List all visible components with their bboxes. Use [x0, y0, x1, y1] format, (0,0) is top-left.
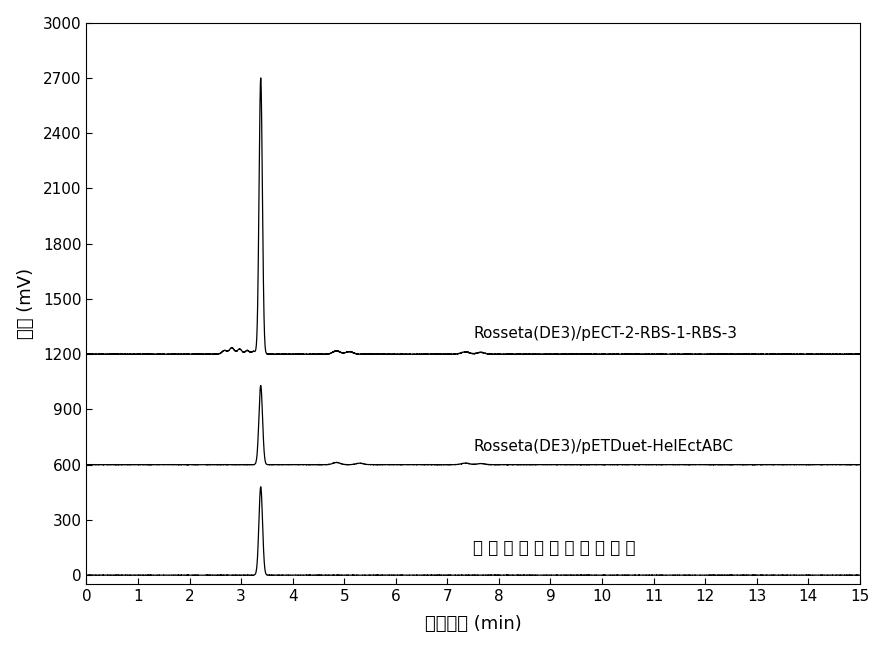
- Text: 四 氢 甲 基 噸 啪 缧 酸 标 准 品: 四 氢 甲 基 噸 啪 缧 酸 标 准 品: [473, 539, 635, 556]
- Text: Rosseta(DE3)/pETDuet-HelEctABC: Rosseta(DE3)/pETDuet-HelEctABC: [473, 439, 733, 454]
- Y-axis label: 强度 (mV): 强度 (mV): [17, 268, 35, 339]
- X-axis label: 保留时间 (min): 保留时间 (min): [424, 616, 522, 633]
- Text: Rosseta(DE3)/pECT-2-RBS-1-RBS-3: Rosseta(DE3)/pECT-2-RBS-1-RBS-3: [473, 326, 737, 341]
